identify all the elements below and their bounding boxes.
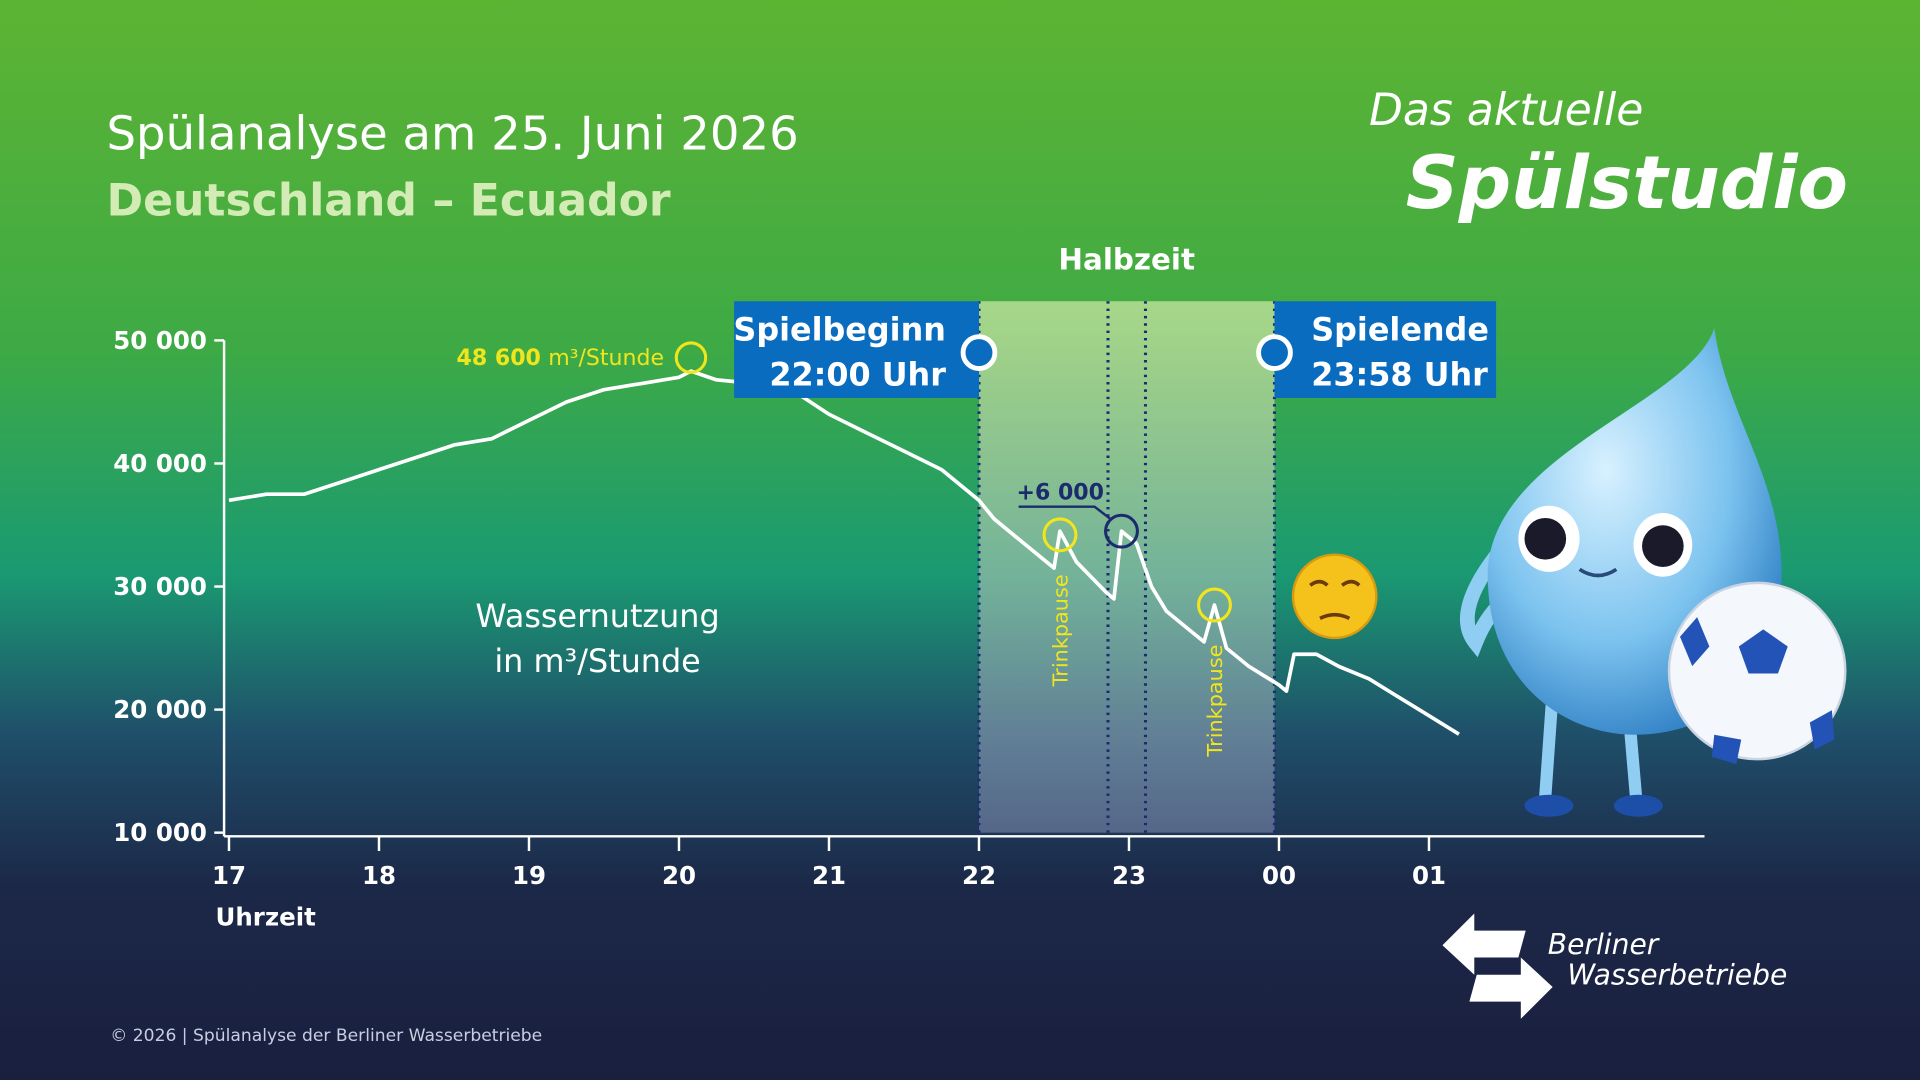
logo: Berliner Wasserbetriebe <box>1442 913 1787 1019</box>
y-axis-label: in m³/Stunde <box>494 642 700 680</box>
peak-marker <box>674 341 708 374</box>
jump-label: +6 000 <box>1017 480 1104 505</box>
period-time: 23:58 Uhr <box>1311 356 1488 394</box>
jump-leader <box>1018 505 1112 520</box>
x-tick-label: 17 <box>212 861 246 890</box>
match-period <box>978 301 1275 833</box>
mascot-pupil <box>1524 517 1567 560</box>
y-tick-label: 40 000 <box>113 449 207 478</box>
mascot-mouth <box>1578 567 1618 578</box>
break-marker <box>1197 587 1232 623</box>
mascot <box>1460 328 1847 817</box>
football-patch <box>1738 629 1788 674</box>
period-time: 22:00 Uhr <box>769 356 946 394</box>
y-tick-label: 10 000 <box>113 818 207 847</box>
emoji-mouth <box>1319 612 1351 621</box>
peak-value: 48 600 <box>457 346 541 371</box>
emoji-eyes <box>1309 579 1361 587</box>
jump-marker <box>1104 513 1139 549</box>
match-band <box>977 301 1277 833</box>
emoji-face <box>1291 553 1378 640</box>
x-tick-label: 23 <box>1112 861 1146 890</box>
break-label: Trinkpause <box>1203 645 1227 758</box>
logo-text: Berliner <box>1548 928 1661 961</box>
x-tick-label: 19 <box>512 861 546 890</box>
y-tick-label: 30 000 <box>113 572 207 601</box>
x-tick-label: 22 <box>962 861 996 890</box>
sad-emoji <box>1291 553 1378 640</box>
footer: © 2026 | Spülanalyse der Berliner Wasser… <box>110 1026 542 1046</box>
x-tick-label: 01 <box>1412 861 1446 890</box>
halftime-label: Halbzeit <box>1058 242 1195 276</box>
mascot-pupil <box>1642 525 1684 567</box>
brand-name: Spülstudio <box>1406 141 1848 226</box>
y-axis-label: Wassernutzung <box>475 597 719 635</box>
x-tick-label: 18 <box>362 861 396 890</box>
y-tick-label: 20 000 <box>113 695 207 724</box>
x-tick-label: 00 <box>1262 861 1296 890</box>
title: Spülanalyse am 25. Juni 2026 <box>107 106 799 160</box>
peak-unit: m³/Stunde <box>548 346 664 371</box>
subtitle: Deutschland – Ecuador <box>107 176 671 227</box>
logo-text: Wasserbetriebe <box>1567 958 1787 991</box>
mascot-shoe <box>1613 794 1663 817</box>
period-label: Spielbeginn <box>733 310 946 348</box>
mascot-shoe <box>1524 794 1574 817</box>
x-tick-label: 20 <box>662 861 696 890</box>
peak-label: 48 600 m³/Stunde <box>457 346 664 371</box>
period-box <box>1274 301 1497 398</box>
y-tick-label: 50 000 <box>113 326 207 355</box>
logo-arrow <box>1469 957 1553 1019</box>
football-patch <box>1680 617 1835 765</box>
brand-kicker: Das aktuelle <box>1369 85 1643 136</box>
x-axis-label: Uhrzeit <box>216 903 317 932</box>
logo-arrow <box>1442 913 1526 975</box>
period-label: Spielende <box>1311 310 1489 348</box>
period-box <box>734 301 979 398</box>
period-marker <box>960 334 998 372</box>
break-marker <box>1042 517 1078 553</box>
break-label: Trinkpause <box>1048 574 1072 687</box>
x-tick-label: 21 <box>812 861 846 890</box>
period-marker <box>1256 334 1293 372</box>
data-line <box>228 369 1460 736</box>
